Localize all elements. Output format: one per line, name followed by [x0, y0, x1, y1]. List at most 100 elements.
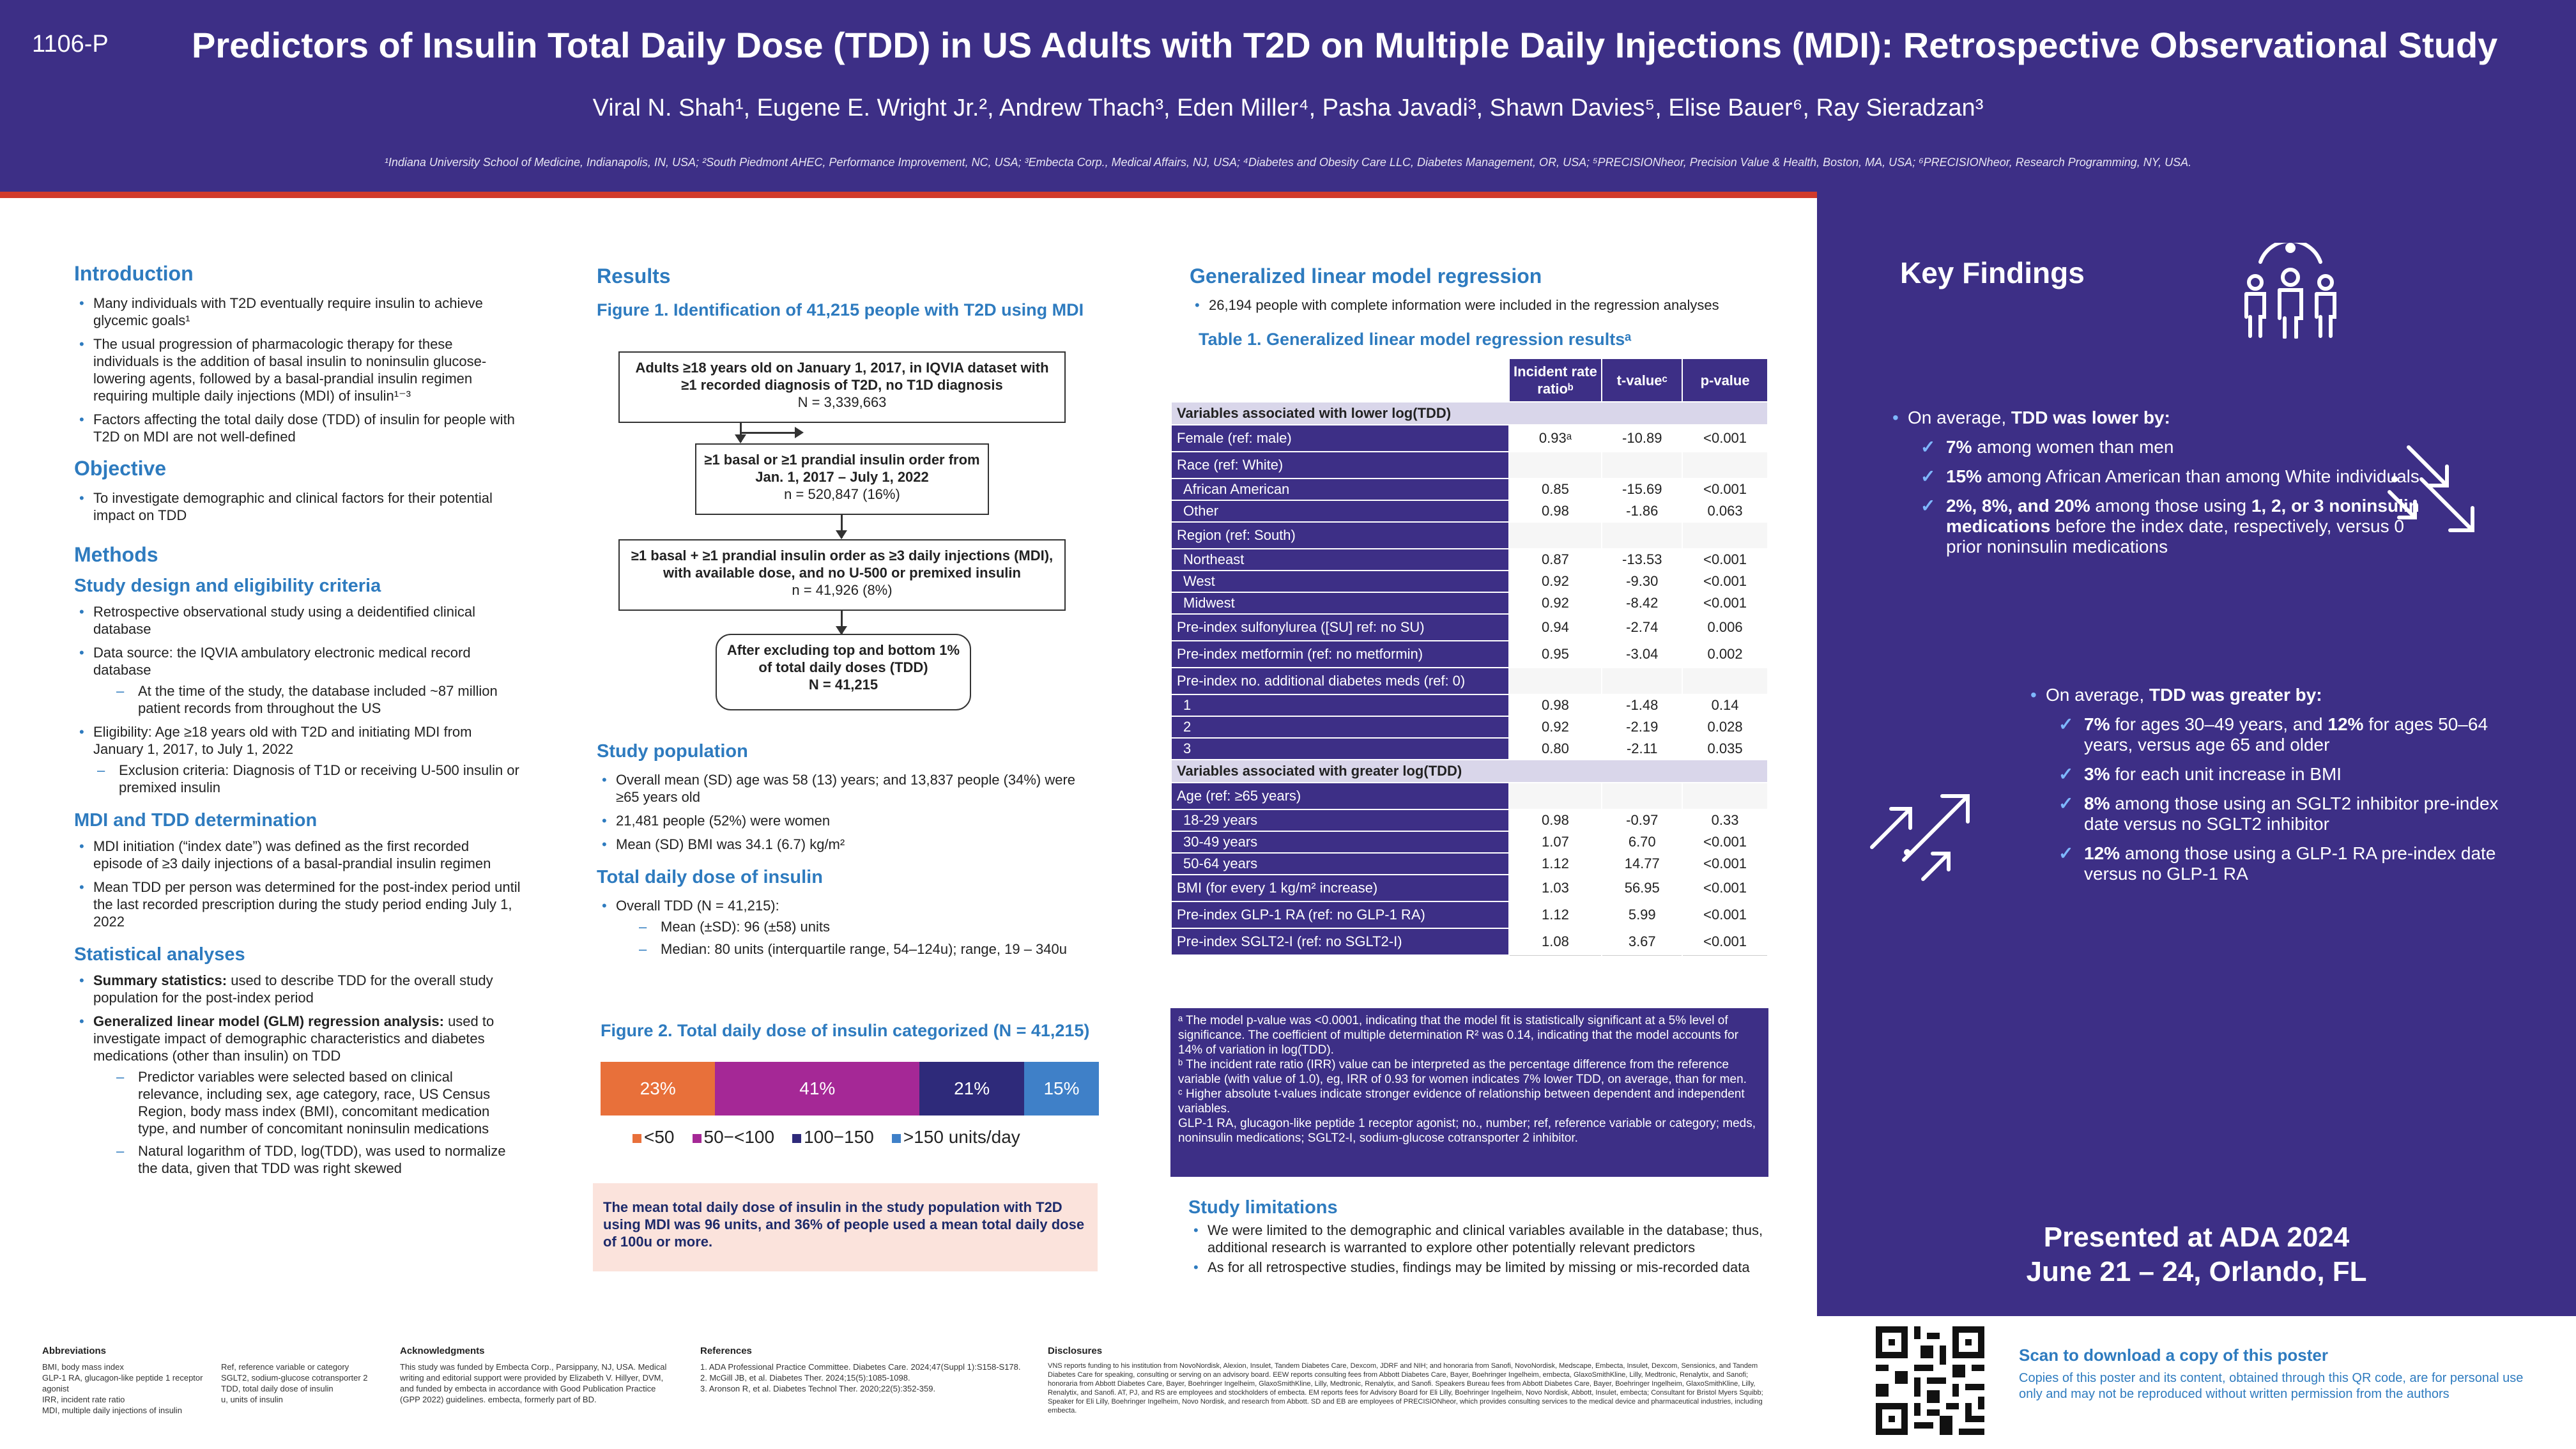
empty-cell [1682, 667, 1768, 695]
design-bullet: Data source: the IQVIA ambulatory electr… [74, 644, 521, 717]
cell-irr: 0.85 [1508, 478, 1603, 501]
design-dash: At the time of the study, the database i… [93, 682, 521, 717]
bar-segment: 41% [715, 1062, 920, 1116]
table1-title: Table 1. Generalized linear model regres… [1199, 330, 1632, 349]
footnote-a: ᵃ The model p-value was <0.0001, indicat… [1178, 1014, 1738, 1057]
legend-item: 100−150 [792, 1127, 874, 1147]
table-row: Other 0.98 -1.86 0.063 [1170, 500, 1768, 523]
glm-heading: Generalized linear model regression [1190, 264, 1542, 288]
row-label: Pre-index metformin (ref: no metformin) [1170, 640, 1510, 668]
exclusion-dash: Exclusion criteria: Diagnosis of T1D or … [74, 762, 521, 796]
legend-swatch [891, 1133, 901, 1143]
empty-cell [1508, 451, 1603, 479]
methods-heading: Methods [74, 543, 158, 566]
flow-box-3: ≥1 basal + ≥1 prandial insulin order as … [618, 539, 1066, 611]
abbr-col-2: Ref, reference variable or category SGLT… [221, 1361, 387, 1416]
finding-bold: 3% [2084, 764, 2110, 784]
cell-t: 6.70 [1601, 831, 1683, 854]
finding-bold: 7% [1946, 437, 1972, 457]
greater-item: 3% for each unit increase in BMI [2052, 764, 2534, 785]
row-label: Midwest [1170, 592, 1510, 615]
population-bullet: Overall mean (SD) age was 58 (13) years;… [597, 771, 1101, 806]
ref-item: 2. McGill JB, et al. Diabetes Ther. 2024… [700, 1373, 910, 1383]
tdd-bullet: Overall TDD (N = 41,215): Mean (±SD): 96… [597, 897, 1101, 958]
acknowledgments: Acknowledgments This study was funded by… [400, 1346, 668, 1405]
cell-p: <0.001 [1682, 478, 1768, 501]
table-row: Female (ref: male) 0.93ᵃ -10.89 <0.001 [1170, 424, 1768, 452]
empty-cell [1508, 782, 1603, 810]
population-bullet: 21,481 people (52%) were women [597, 812, 1101, 829]
abbr-col-1: BMI, body mass index GLP-1 RA, glucagon-… [42, 1361, 208, 1416]
lower-findings: • On average, TDD was lower by: 7% among … [1891, 408, 2441, 557]
abbr-columns: BMI, body mass index GLP-1 RA, glucagon-… [42, 1361, 400, 1416]
bar-label: 23% [640, 1078, 676, 1098]
arrows-up-icon [1870, 794, 1970, 881]
cell-p: <0.001 [1682, 424, 1768, 452]
flow-n: n = 520,847 (16%) [784, 486, 900, 502]
row-label: Region (ref: South) [1170, 521, 1510, 549]
finding-text: for ages 30–49 years, and [2110, 714, 2328, 734]
cell-irr: 0.93ᵃ [1508, 424, 1603, 452]
cell-p: 0.035 [1682, 737, 1768, 760]
flow-n: n = 41,926 (8%) [792, 582, 893, 598]
chart-legend: <50 50−<100 100−150 >150 units/day [632, 1127, 1020, 1147]
limitations-list: We were limited to the demographic and c… [1188, 1222, 1763, 1282]
legend-swatch [632, 1133, 641, 1143]
abbr-item: SGLT2, sodium-glucose cotransporter 2 [221, 1373, 368, 1383]
greater-intro-text: On average, [2046, 685, 2149, 705]
qr-code-icon[interactable] [1876, 1326, 1984, 1435]
mdi-list: MDI initiation (“index date”) was define… [74, 838, 521, 930]
abbr-item: u, units of insulin [221, 1395, 283, 1404]
row-label: 50-64 years [1170, 852, 1510, 875]
tdd-bullet-text: Overall TDD (N = 41,215): [616, 898, 779, 914]
tdd-dash: Median: 80 units (interquartile range, 5… [616, 940, 1101, 958]
cell-t: -2.11 [1601, 737, 1683, 760]
glm-bullet: 26,194 people with complete information … [1190, 296, 1765, 314]
bar-label: 15% [1043, 1078, 1080, 1098]
cell-p: <0.001 [1682, 592, 1768, 615]
cell-p: 0.006 [1682, 613, 1768, 641]
objective-bullet: To investigate demographic and clinical … [74, 489, 521, 524]
row-label: African American [1170, 478, 1510, 501]
abbr-item: TDD, total daily dose of insulin [221, 1384, 334, 1393]
lower-intro: • On average, TDD was lower by: [1891, 408, 2441, 428]
figure2-title: Figure 2. Total daily dose of insulin ca… [601, 1021, 1090, 1040]
table-row: Variables associated with greater log(TD… [1170, 759, 1768, 783]
cell-t: 14.77 [1601, 852, 1683, 875]
poster-title: Predictors of Insulin Total Daily Dose (… [192, 25, 2498, 65]
flow-text: Adults ≥18 years old on January 1, 2017,… [635, 360, 1049, 393]
cell-t: -1.48 [1601, 694, 1683, 717]
greater-findings: • On average, TDD was greater by: 7% for … [2029, 685, 2534, 884]
footnote-b: ᵇ The incident rate ratio (IRR) value ca… [1178, 1058, 1747, 1086]
row-label: Variables associated with greater log(TD… [1170, 759, 1768, 783]
table-row: Pre-index SGLT2-I (ref: no SGLT2-I) 1.08 3… [1170, 928, 1768, 956]
empty-cell [1682, 451, 1768, 479]
flow-n: N = 41,215 [808, 677, 878, 693]
legend-label: >150 units/day [903, 1127, 1020, 1147]
presented-at: Presented at ADA 2024 June 21 – 24, Orla… [1817, 1220, 2576, 1289]
stacked-bar-chart: 23% 41% 21% 15% [601, 1062, 1099, 1116]
cell-p: 0.002 [1682, 640, 1768, 668]
bar-segment: 21% [919, 1062, 1024, 1116]
table-row: 50-64 years 1.12 14.77 <0.001 [1170, 852, 1768, 875]
table-row: 3 0.80 -2.11 0.035 [1170, 737, 1768, 760]
finding-text: for ages 50–64 years, versus age 65 and … [2084, 714, 2488, 755]
abbreviations: Abbreviations BMI, body mass index GLP-1… [42, 1346, 400, 1416]
cell-irr: 0.98 [1508, 694, 1603, 717]
row-label: Northeast [1170, 548, 1510, 571]
finding-bold: 12% [2084, 843, 2120, 863]
limitation-bullet: We were limited to the demographic and c… [1188, 1222, 1763, 1256]
disclosures: Disclosures VNS reports funding to his i… [1048, 1346, 1770, 1415]
cell-p: <0.001 [1682, 570, 1768, 593]
table-row: Pre-index no. additional diabetes meds (… [1170, 667, 1768, 695]
row-label: 3 [1170, 737, 1510, 760]
design-sublist: At the time of the study, the database i… [93, 682, 521, 717]
cell-irr: 1.12 [1508, 852, 1603, 875]
disc-text: VNS reports funding to his institution f… [1048, 1362, 1763, 1414]
legend-item: >150 units/day [891, 1127, 1020, 1147]
arrows-down-icon [2388, 445, 2474, 532]
cell-t: -8.42 [1601, 592, 1683, 615]
table-header-t: t-valueᶜ [1601, 358, 1683, 402]
row-label: 1 [1170, 694, 1510, 717]
presented-line-2: June 21 – 24, Orlando, FL [2026, 1256, 2367, 1287]
